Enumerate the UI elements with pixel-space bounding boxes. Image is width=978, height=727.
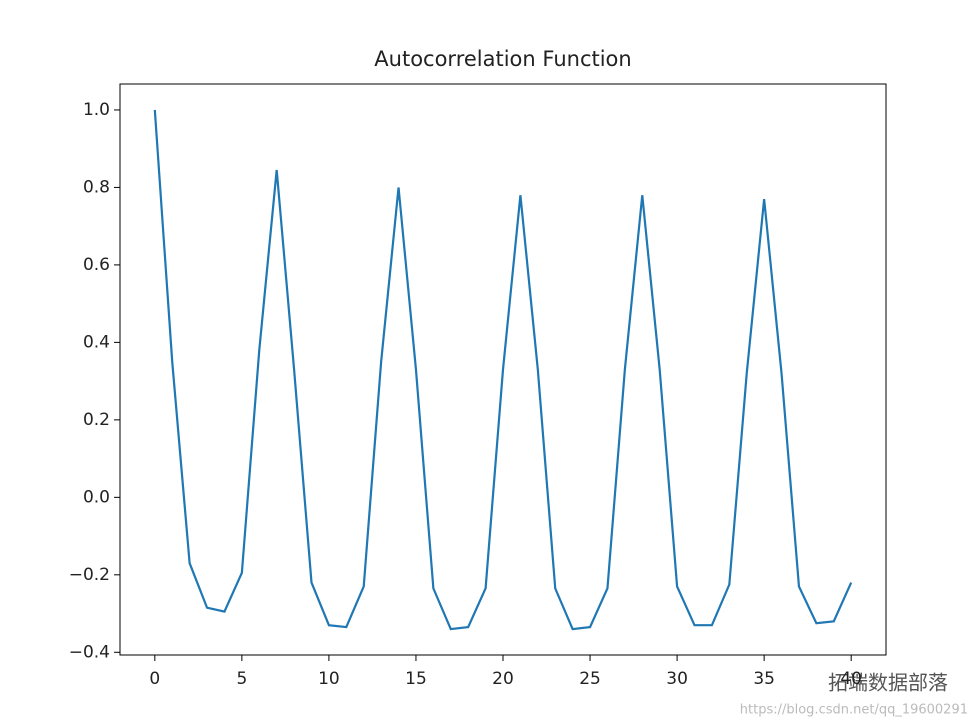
x-tick-label: 35 (753, 669, 775, 689)
y-tick-label: 0.0 (83, 487, 110, 507)
x-tick-label: 0 (149, 669, 160, 689)
y-tick-label: −0.2 (69, 565, 110, 585)
y-tick-label: 1.0 (83, 100, 110, 120)
y-tick-label: 0.6 (83, 255, 110, 275)
x-tick-label: 40 (840, 669, 862, 689)
watermark-brand: 拓端数据部落 (828, 671, 948, 695)
watermark-url: https://blog.csdn.net/qq_19600291 (740, 703, 968, 718)
y-tick-label: 0.8 (83, 177, 110, 197)
x-tick-label: 5 (236, 669, 247, 689)
x-tick-label: 20 (492, 669, 514, 689)
y-tick-label: −0.4 (69, 642, 110, 662)
y-tick-label: 0.4 (83, 332, 110, 352)
x-tick-label: 10 (318, 669, 340, 689)
x-tick-label: 15 (405, 669, 427, 689)
plot-frame (119, 83, 887, 656)
chart-title: Autocorrelation Function (374, 47, 631, 71)
line (153, 109, 853, 631)
x-tick-label: 25 (579, 669, 601, 689)
x-tick-label: 30 (666, 669, 688, 689)
y-tick-label: 0.2 (83, 410, 110, 430)
